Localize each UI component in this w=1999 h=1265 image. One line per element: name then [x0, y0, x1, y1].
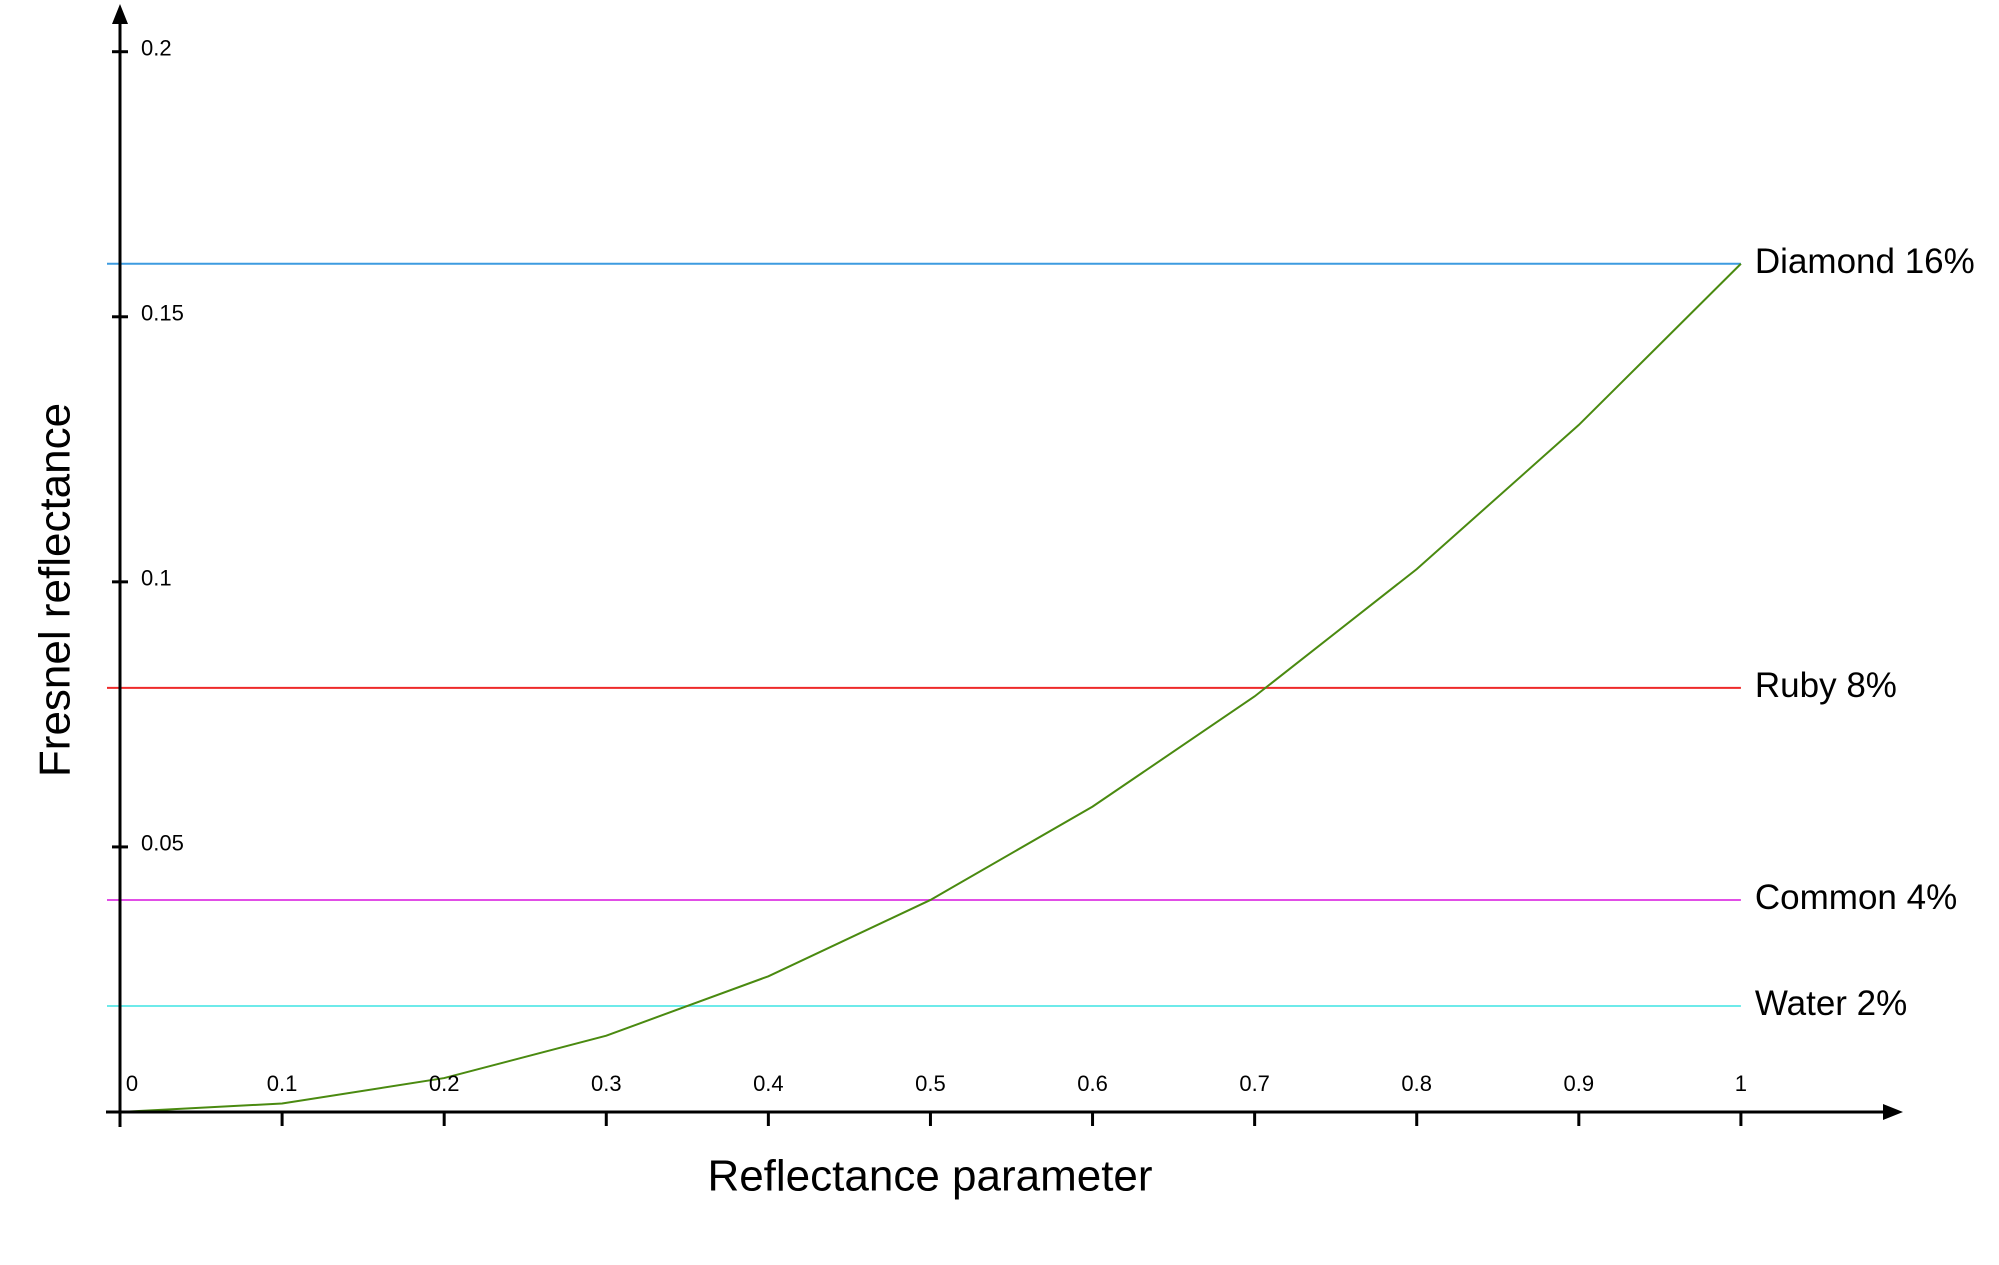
x-tick-label: 0.9: [1564, 1071, 1595, 1096]
y-tick-label: 0.2: [141, 36, 172, 61]
reference-label: Ruby 8%: [1755, 666, 1897, 705]
reference-label: Diamond 16%: [1755, 242, 1975, 281]
x-tick-label: 0.8: [1401, 1071, 1432, 1096]
x-tick-label: 0: [126, 1071, 138, 1096]
data-line: [119, 263, 1742, 1113]
x-tick-label: 0.2: [429, 1071, 460, 1096]
x-tick-label: 0.1: [267, 1071, 298, 1096]
x-tick-label: 0.7: [1239, 1071, 1270, 1096]
x-axis-arrow: [1883, 1104, 1903, 1120]
x-tick-label: 0.6: [1077, 1071, 1108, 1096]
y-axis-title: Fresnel reflectance: [31, 403, 80, 777]
reference-label: Common 4%: [1755, 878, 1957, 917]
y-tick-label: 0.1: [141, 566, 172, 591]
x-tick-label: 0.5: [915, 1071, 946, 1096]
y-axis-arrow: [112, 4, 128, 24]
reference-label: Water 2%: [1755, 984, 1907, 1023]
y-tick-label: 0.15: [141, 301, 184, 326]
x-tick-label: 1: [1735, 1071, 1747, 1096]
x-tick-label: 0.4: [753, 1071, 784, 1096]
x-tick-label: 0.3: [591, 1071, 622, 1096]
x-axis-title: Reflectance parameter: [707, 1152, 1152, 1201]
y-tick-label: 0.05: [141, 831, 184, 856]
